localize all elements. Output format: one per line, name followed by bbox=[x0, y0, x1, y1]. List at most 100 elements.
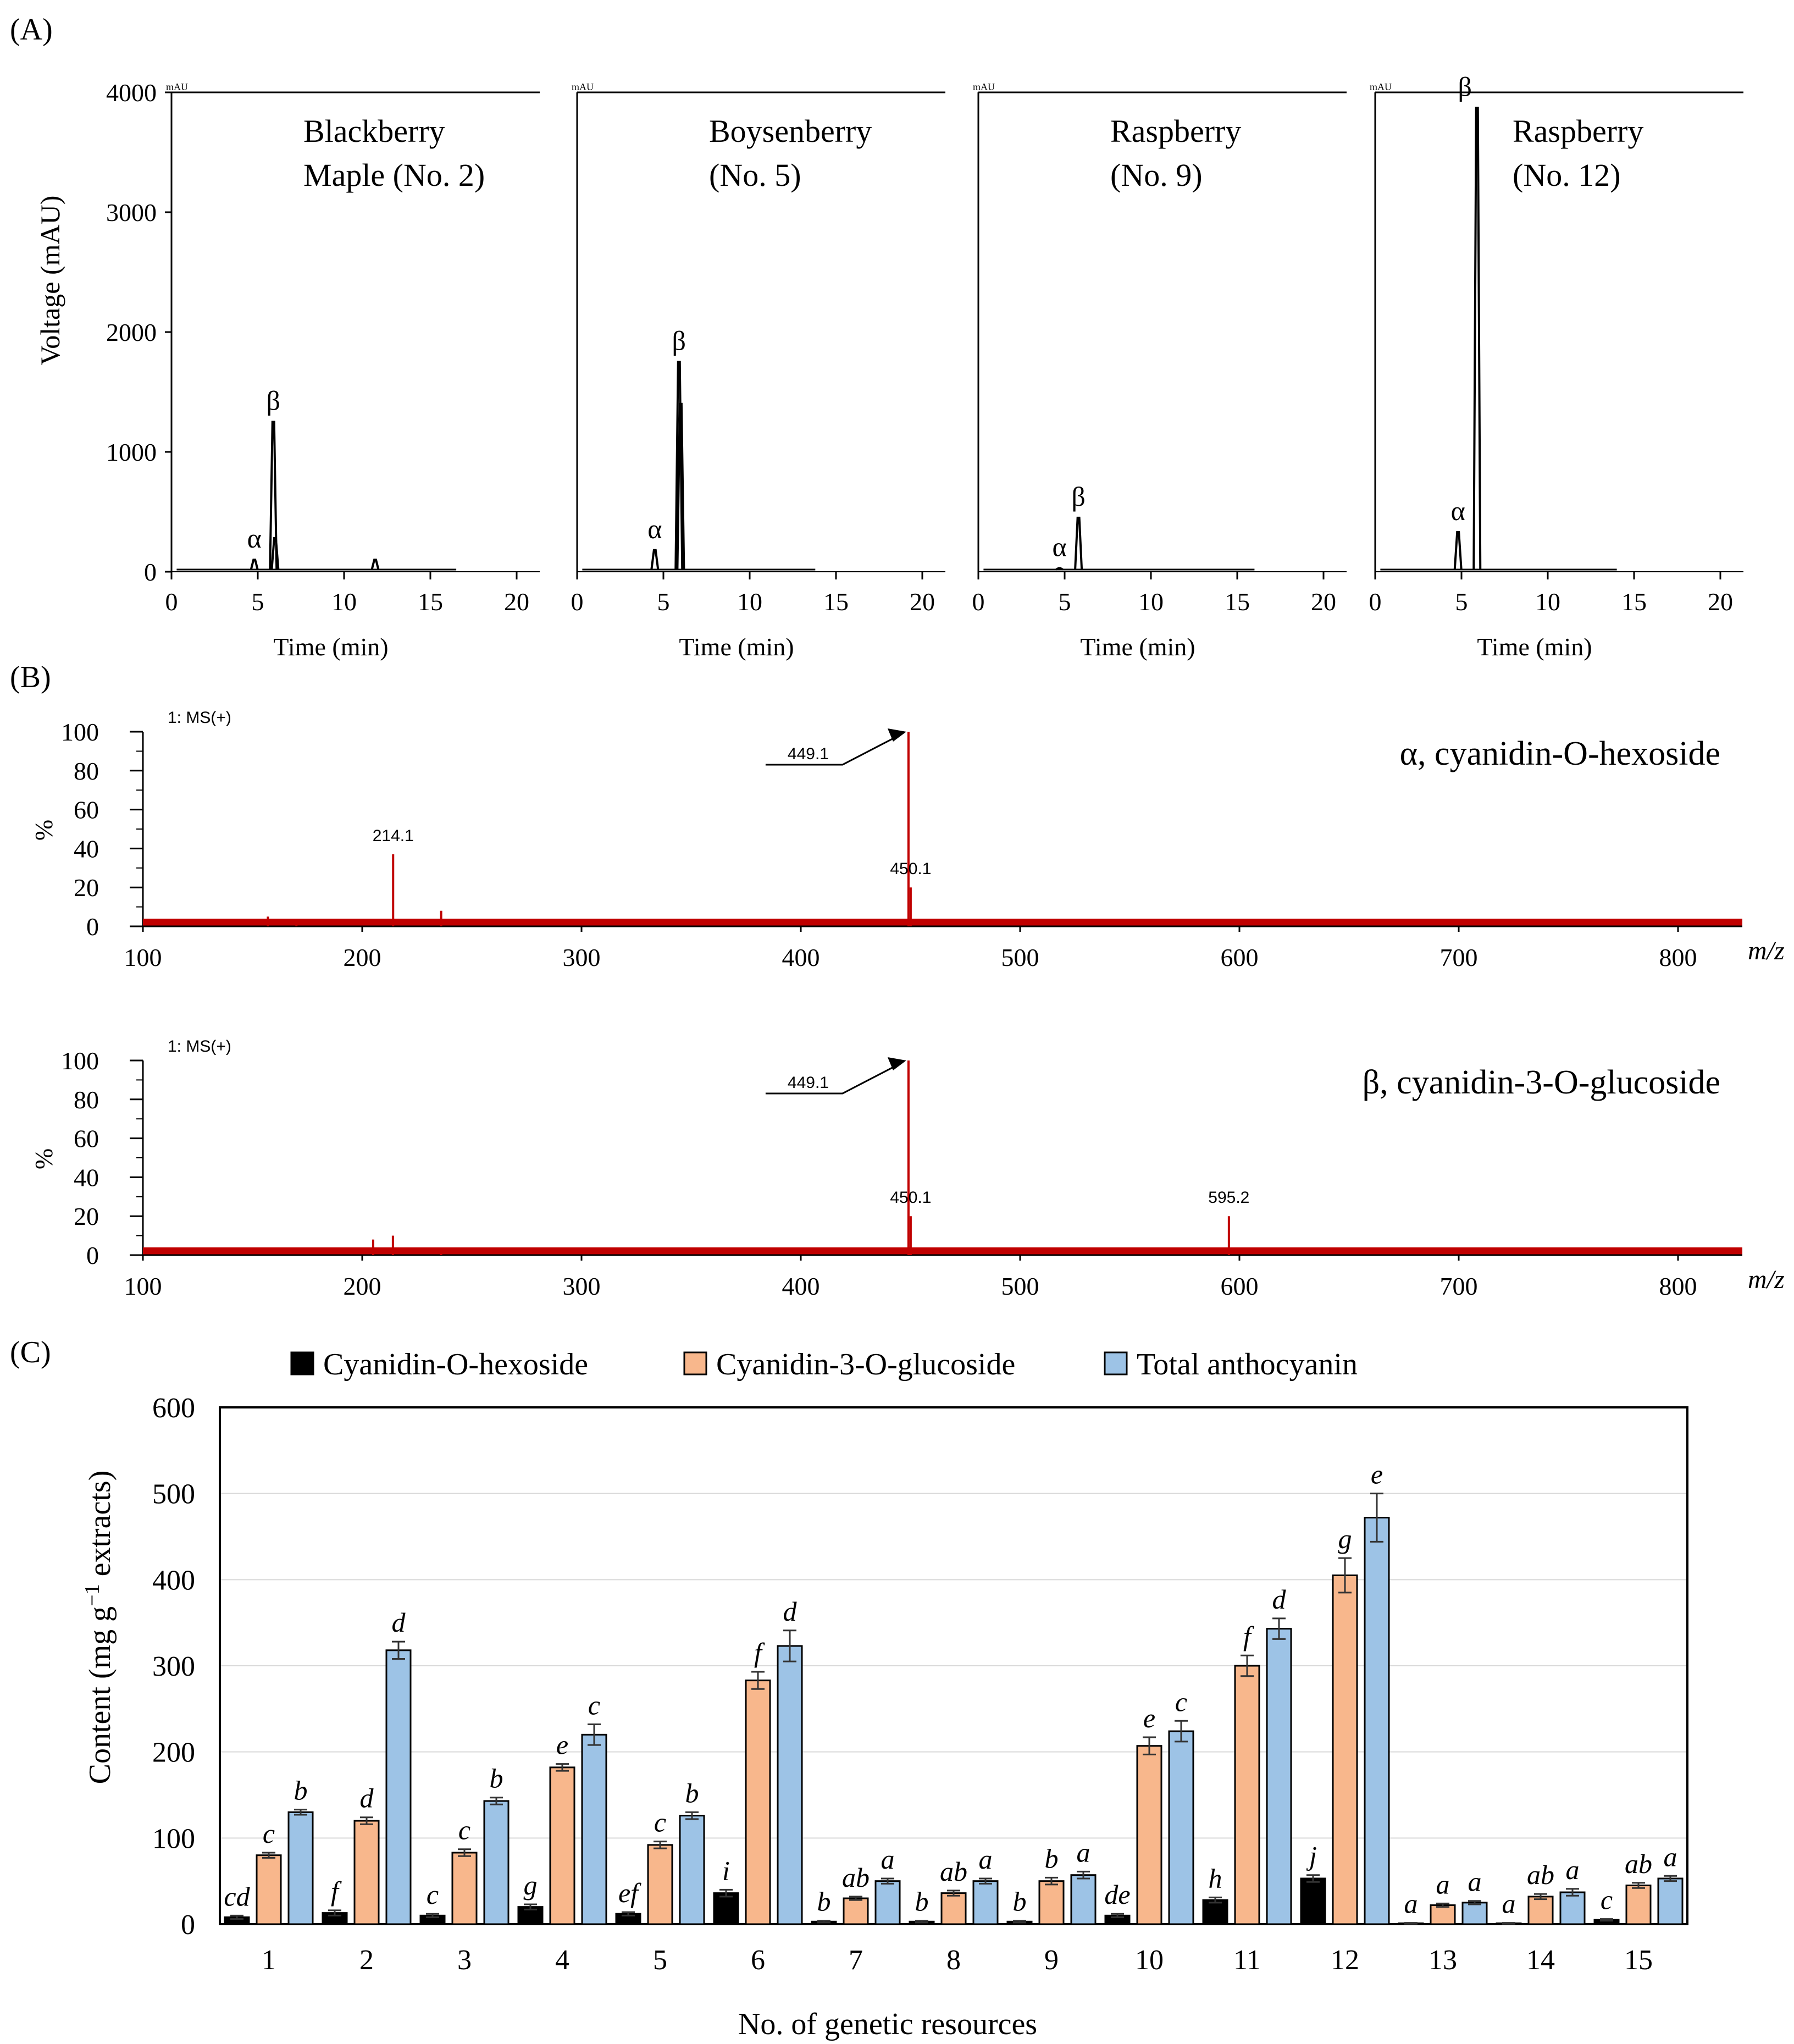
chromatogram-1: mAU 0 5 10 15 20 Time (min) Blackberry Maple (No… bbox=[165, 81, 540, 661]
a-peak bbox=[650, 549, 660, 570]
c-significance-letter: ab bbox=[842, 1862, 870, 1893]
c-bar bbox=[1038, 1880, 1065, 1925]
c-category-label: 7 bbox=[849, 1944, 863, 1976]
panel-label-a: (A) bbox=[10, 13, 53, 47]
a-peak bbox=[674, 361, 684, 570]
c-significance-letter: b bbox=[294, 1775, 308, 1806]
c-significance-letter: ab bbox=[1625, 1848, 1652, 1879]
a-subplot-title-1: Boysenberry bbox=[709, 113, 872, 149]
a-xtick-label: 10 bbox=[331, 588, 357, 616]
b-xtick-label: 500 bbox=[1001, 1272, 1039, 1300]
panel-a-y-axis-label: Voltage (mAU) bbox=[35, 196, 65, 366]
b-arrow-line bbox=[765, 1062, 902, 1095]
panel-c-x-axis-label: No. of genetic resources bbox=[738, 2007, 1037, 2041]
c-significance-letter: c bbox=[427, 1879, 439, 1910]
c-bar bbox=[1070, 1874, 1097, 1925]
a-subplot-title-1: Raspberry bbox=[1513, 113, 1643, 149]
c-legend-swatch bbox=[683, 1351, 707, 1375]
c-legend-label: Cyanidin-3-O-glucoside bbox=[716, 1347, 1015, 1382]
c-bar bbox=[483, 1800, 510, 1925]
a-ytick-label: 4000 bbox=[106, 79, 157, 107]
b-x-axis-label: m/z bbox=[1748, 1265, 1785, 1294]
c-significance-letter: c bbox=[1601, 1885, 1613, 1915]
a-subplot-title-1: Blackberry bbox=[303, 113, 445, 149]
c-bar bbox=[1430, 1904, 1456, 1925]
b-arrow-line bbox=[765, 733, 902, 766]
c-category-label: 1 bbox=[262, 1944, 276, 1976]
b-ytick-label: 80 bbox=[74, 757, 99, 785]
a-xtick-label: 5 bbox=[252, 588, 264, 616]
b-y-axis-label: % bbox=[30, 820, 58, 841]
c-significance-letter: de bbox=[1104, 1879, 1130, 1910]
b-ytick-label: 20 bbox=[74, 874, 99, 902]
b-xtick-label: 100 bbox=[124, 943, 162, 971]
a-xtick-label: 10 bbox=[1138, 588, 1164, 616]
c-legend-swatch bbox=[1104, 1351, 1128, 1375]
b-ytick-label: 60 bbox=[74, 796, 99, 824]
a-peak-label: β bbox=[1071, 481, 1085, 512]
c-bar bbox=[1136, 1745, 1162, 1925]
a-x-axis-label: Time (min) bbox=[679, 633, 794, 661]
a-xtick-label: 15 bbox=[418, 588, 443, 616]
c-bar bbox=[940, 1892, 967, 1925]
a-peak bbox=[1074, 516, 1083, 570]
b-ms-mode-label: 1: MS(+) bbox=[168, 1037, 231, 1056]
b-arrow-head bbox=[887, 1057, 906, 1070]
c-significance-letter: i bbox=[722, 1855, 730, 1886]
c-bar bbox=[1527, 1896, 1554, 1925]
panel-label-b: (B) bbox=[10, 660, 51, 694]
c-significance-letter: a bbox=[1566, 1854, 1580, 1885]
b-compound-name: α, cyanidin-O-hexoside bbox=[1400, 735, 1720, 772]
c-significance-letter: a bbox=[1468, 1866, 1482, 1897]
b-ytick-label: 20 bbox=[74, 1202, 99, 1230]
b-xtick-label: 800 bbox=[1659, 943, 1697, 971]
c-significance-letter: c bbox=[458, 1815, 470, 1846]
c-significance-letter: cd bbox=[224, 1881, 250, 1912]
a-xtick-label: 5 bbox=[1059, 588, 1071, 616]
c-category-label: 8 bbox=[946, 1944, 961, 1976]
b-peak-annotation: 214.1 bbox=[373, 827, 414, 845]
c-bar bbox=[679, 1815, 705, 1925]
a-subplot-title-2: (No. 9) bbox=[1110, 157, 1203, 193]
c-bar bbox=[1300, 1877, 1326, 1925]
c-significance-letter: b bbox=[1045, 1843, 1059, 1874]
c-ytick-label: 200 bbox=[152, 1737, 195, 1769]
b-xtick-label: 600 bbox=[1221, 943, 1259, 971]
c-significance-letter: d bbox=[1272, 1584, 1287, 1615]
a-xtick-label: 15 bbox=[1621, 588, 1647, 616]
c-legend-label: Total anthocyanin bbox=[1137, 1347, 1358, 1382]
c-ytick-label: 600 bbox=[152, 1393, 195, 1424]
a-subplot-title-2: Maple (No. 2) bbox=[303, 157, 485, 193]
b-xtick-label: 100 bbox=[124, 1272, 162, 1300]
chromatogram-4: mAU 0 5 10 15 20 Time (min) Raspberry (No. 12) α β bbox=[1369, 71, 1743, 661]
c-bar bbox=[713, 1892, 739, 1925]
c-bar bbox=[874, 1880, 901, 1925]
c-significance-letter: b bbox=[1013, 1886, 1027, 1917]
c-category-label: 2 bbox=[359, 1944, 374, 1976]
c-significance-letter: g bbox=[1338, 1523, 1352, 1554]
a-subplot-title-2: (No. 12) bbox=[1513, 157, 1621, 193]
b-xtick-label: 700 bbox=[1440, 1272, 1478, 1300]
a-unit-label: mAU bbox=[1370, 81, 1392, 92]
a-subplot-title-2: (No. 5) bbox=[709, 157, 801, 193]
c-significance-letter: b bbox=[915, 1886, 929, 1917]
c-significance-letter: a bbox=[881, 1844, 895, 1875]
a-peak bbox=[1472, 107, 1482, 570]
b-x-axis-label: m/z bbox=[1748, 936, 1785, 965]
a-xtick-label: 0 bbox=[571, 588, 584, 616]
b-xtick-label: 600 bbox=[1221, 1272, 1259, 1300]
c-bar bbox=[1657, 1877, 1684, 1925]
b-ytick-label: 0 bbox=[86, 1241, 99, 1269]
c-significance-letter: ef bbox=[618, 1877, 641, 1908]
spectrum-2: 0 20 40 60 80 100% 100 200 300 400 500 600 700 800 m/z… bbox=[30, 1037, 1785, 1300]
a-xtick-label: 10 bbox=[737, 588, 762, 616]
c-significance-letter: f bbox=[331, 1876, 342, 1907]
panel-label-c: (C) bbox=[10, 1335, 51, 1369]
b-ytick-label: 60 bbox=[74, 1125, 99, 1153]
c-ytick-label: 400 bbox=[152, 1565, 195, 1596]
a-ytick-label: 2000 bbox=[106, 318, 157, 346]
c-category-label: 9 bbox=[1044, 1944, 1059, 1976]
c-significance-letter: j bbox=[1306, 1841, 1317, 1871]
c-significance-letter: a bbox=[1502, 1888, 1516, 1919]
a-xtick-label: 20 bbox=[1311, 588, 1336, 616]
